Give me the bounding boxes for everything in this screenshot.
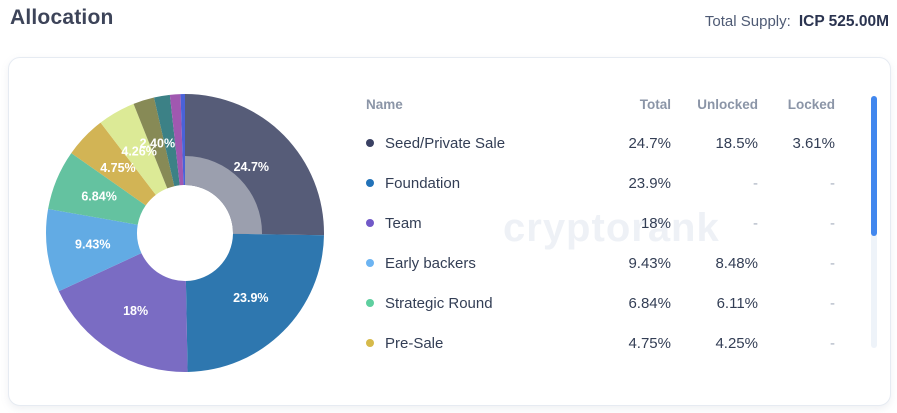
row-locked: - bbox=[830, 254, 835, 272]
pie-slice-label: 2.40% bbox=[140, 137, 175, 151]
row-total: 24.7% bbox=[628, 134, 671, 152]
pie-slice-label: 18% bbox=[123, 304, 148, 318]
pie-slice-label: 6.84% bbox=[81, 190, 116, 204]
pie-slice-1[interactable] bbox=[185, 233, 324, 372]
pie-slice-4[interactable] bbox=[48, 153, 146, 225]
table-header: Name Total Unlocked Locked bbox=[366, 96, 835, 112]
table-scrollbar-track[interactable] bbox=[871, 96, 877, 348]
row-locked: - bbox=[830, 214, 835, 232]
row-name-cell: Pre-Sale bbox=[366, 335, 601, 352]
table-row[interactable]: Team 18% - - bbox=[366, 203, 835, 243]
row-unlocked: 6.11% bbox=[716, 294, 758, 312]
pie-slice-label: 23.9% bbox=[233, 291, 268, 305]
row-total: 4.75% bbox=[628, 334, 671, 352]
row-unlocked: 8.48% bbox=[715, 254, 758, 272]
column-header-unlocked: Unlocked bbox=[697, 96, 758, 112]
pie-slice-5[interactable] bbox=[71, 122, 156, 206]
column-header-name: Name bbox=[366, 96, 403, 112]
color-dot-icon bbox=[366, 259, 374, 267]
donut-chart-svg[interactable]: 24.7% 23.9% 18% 9.43% 6.84% 4.75% 4.26%2.40% bbox=[40, 88, 330, 378]
donut-chart: 24.7% 23.9% 18% 9.43% 6.84% 4.75% 4.26% 2.40% bbox=[40, 88, 330, 378]
pie-slice-label: 4.26% bbox=[121, 144, 156, 158]
table-row[interactable]: Strategic Round 6.84% 6.11% - bbox=[366, 283, 835, 323]
pie-slice-2[interactable] bbox=[58, 253, 188, 372]
column-header-total: Total bbox=[639, 96, 671, 112]
total-supply: Total Supply: ICP 525.00M bbox=[705, 13, 889, 31]
row-total: 6.84% bbox=[628, 294, 671, 312]
allocation-card: cryptorank 24.7% 23.9% 18% 9.43% 6.84% 4.75% 4… bbox=[8, 57, 891, 406]
row-name: Early backers bbox=[385, 254, 476, 272]
row-name: Team bbox=[385, 214, 422, 232]
row-name-cell: Team bbox=[366, 215, 601, 232]
row-locked: - bbox=[830, 334, 835, 352]
page-title: Allocation bbox=[10, 6, 114, 29]
color-dot-icon bbox=[366, 219, 374, 227]
row-unlocked: 4.25% bbox=[715, 334, 758, 352]
pie-slice-label: 9.43% bbox=[75, 237, 110, 251]
table-scrollbar-thumb[interactable] bbox=[871, 96, 877, 236]
pie-slice-label: 4.75% bbox=[100, 161, 135, 175]
allocation-table: Name Total Unlocked Locked Seed/Private … bbox=[366, 96, 835, 363]
row-name: Pre-Sale bbox=[385, 334, 444, 352]
row-name: Strategic Round bbox=[385, 294, 493, 312]
row-unlocked: - bbox=[753, 214, 758, 232]
row-name-cell: Seed/Private Sale bbox=[366, 135, 601, 152]
color-dot-icon bbox=[366, 179, 374, 187]
row-unlocked: 18.5% bbox=[715, 134, 758, 152]
table-row[interactable]: Foundation 23.9% - - bbox=[366, 163, 835, 203]
pie-slice-7[interactable] bbox=[133, 97, 175, 189]
color-dot-icon bbox=[366, 299, 374, 307]
row-name-cell: Strategic Round bbox=[366, 295, 601, 312]
pie-slice-6[interactable] bbox=[100, 103, 168, 195]
pie-slice-9[interactable] bbox=[169, 94, 184, 186]
column-header-locked: Locked bbox=[787, 96, 835, 112]
table-body: Seed/Private Sale 24.7% 18.5% 3.61% Foundati… bbox=[366, 123, 835, 363]
row-name: Seed/Private Sale bbox=[385, 134, 506, 152]
table-row[interactable]: Seed/Private Sale 24.7% 18.5% 3.61% bbox=[366, 123, 835, 163]
table-row[interactable]: Early backers 9.43% 8.48% - bbox=[366, 243, 835, 283]
row-total: 23.9% bbox=[628, 174, 671, 192]
total-supply-label: Total Supply: bbox=[704, 13, 791, 30]
pie-inner-highlight bbox=[185, 156, 262, 235]
pie-slice-label: 24.7% bbox=[234, 160, 269, 174]
pie-slice-0[interactable] bbox=[185, 94, 324, 236]
color-dot-icon bbox=[366, 139, 374, 147]
row-total: 18% bbox=[640, 214, 671, 232]
row-locked: 3.61% bbox=[792, 134, 835, 152]
row-locked: - bbox=[830, 174, 835, 192]
row-name: Foundation bbox=[385, 174, 461, 192]
pie-slice-3[interactable] bbox=[45, 209, 142, 292]
color-dot-icon bbox=[366, 339, 374, 347]
row-unlocked: - bbox=[753, 174, 758, 192]
pie-slice-10[interactable] bbox=[180, 94, 185, 186]
row-locked: - bbox=[830, 294, 835, 312]
table-row[interactable]: Pre-Sale 4.75% 4.25% - bbox=[366, 323, 835, 363]
row-name-cell: Early backers bbox=[366, 255, 601, 272]
row-total: 9.43% bbox=[628, 254, 671, 272]
row-name-cell: Foundation bbox=[366, 175, 601, 192]
pie-slice-8[interactable] bbox=[154, 94, 180, 187]
total-supply-value: ICP 525.00M bbox=[798, 13, 889, 30]
